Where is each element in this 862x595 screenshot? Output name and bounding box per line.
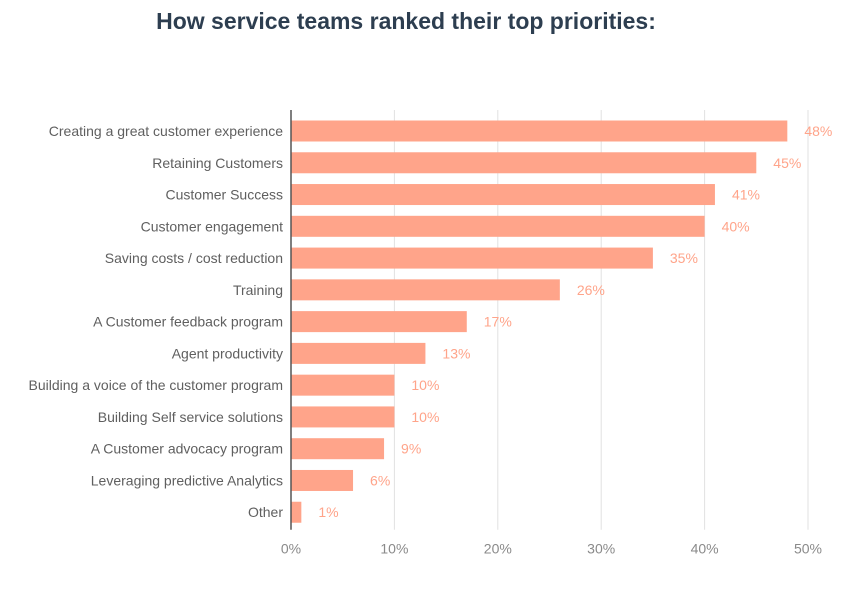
data-label: 10% xyxy=(411,377,439,393)
category-label: A Customer feedback program xyxy=(93,314,283,330)
category-label: Building a voice of the customer program xyxy=(29,377,283,393)
x-tick-label: 20% xyxy=(484,541,512,557)
category-label: Customer Success xyxy=(166,187,283,203)
bar xyxy=(291,406,395,428)
bar xyxy=(291,311,467,333)
category-label: A Customer advocacy program xyxy=(91,441,283,457)
bar xyxy=(291,279,560,301)
data-label: 45% xyxy=(773,155,801,171)
category-label: Saving costs / cost reduction xyxy=(105,250,283,266)
bar xyxy=(291,501,302,523)
bar xyxy=(291,374,395,396)
data-label: 40% xyxy=(722,218,750,234)
category-label: Agent productivity xyxy=(172,345,283,361)
category-label: Creating a great customer experience xyxy=(49,123,283,139)
bar xyxy=(291,247,653,269)
x-tick-label: 50% xyxy=(794,541,822,557)
category-label: Other xyxy=(248,504,283,520)
data-label: 1% xyxy=(318,504,338,520)
bar xyxy=(291,120,788,142)
data-label: 10% xyxy=(411,409,439,425)
category-label: Retaining Customers xyxy=(152,155,283,171)
category-label: Customer engagement xyxy=(141,218,284,234)
data-label: 17% xyxy=(484,314,512,330)
data-label: 35% xyxy=(670,250,698,266)
x-tick-label: 0% xyxy=(281,541,301,557)
bar xyxy=(291,152,757,174)
data-label: 26% xyxy=(577,282,605,298)
category-label: Building Self service solutions xyxy=(98,409,283,425)
bar xyxy=(291,342,426,364)
bar xyxy=(291,184,715,206)
x-tick-label: 30% xyxy=(587,541,615,557)
bar xyxy=(291,215,705,237)
chart-title: How service teams ranked their top prior… xyxy=(156,8,656,34)
data-label: 41% xyxy=(732,187,760,203)
bar xyxy=(291,469,354,491)
data-label: 13% xyxy=(442,345,470,361)
bar xyxy=(291,438,385,460)
data-label: 9% xyxy=(401,441,421,457)
data-label: 48% xyxy=(804,123,832,139)
data-label: 6% xyxy=(370,472,390,488)
x-tick-label: 40% xyxy=(691,541,719,557)
category-label: Leveraging predictive Analytics xyxy=(91,472,283,488)
x-tick-label: 10% xyxy=(380,541,408,557)
category-label: Training xyxy=(233,282,283,298)
